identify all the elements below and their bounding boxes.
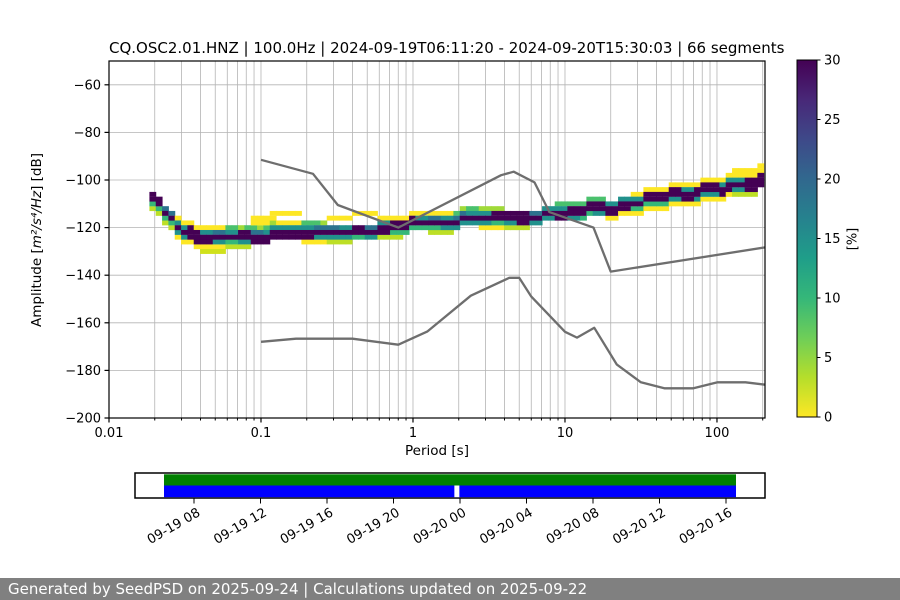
y-axis-label-prefix: Amplitude [ (29, 248, 45, 328)
timeline-tick-label: 09-19 16 (278, 505, 336, 547)
y-tick-label: −140 (65, 269, 101, 284)
x-tick-label: 1 (409, 426, 417, 441)
timeline-availability-bar (164, 485, 736, 498)
colorbar-tick-label: 30 (824, 54, 841, 69)
colorbar-label: [%] (845, 227, 861, 251)
colorbar-tick-label: 10 (824, 292, 841, 307)
ppsd-chart-canvas: 0.01 0.1 1 10 100−60−80−100−120−140−160−180−… (65, 54, 841, 548)
noise-model-lines (260, 158, 766, 390)
x-tick-label: 10 (557, 426, 574, 441)
y-tick-label: −200 (65, 412, 101, 427)
timeline-tick-label: 09-20 04 (477, 505, 535, 547)
y-tick-label: −120 (65, 221, 101, 236)
y-tick-label: −180 (65, 364, 101, 379)
timeline-tick-label: 09-19 20 (344, 505, 402, 547)
timeline-tick-label: 09-20 08 (544, 505, 602, 547)
footer-bar: Generated by SeedPSD on 2025-09-24 | Cal… (0, 578, 900, 600)
axis-ticks (104, 84, 764, 423)
x-tick-label: 100 (705, 426, 730, 441)
nlnm-line (260, 276, 766, 390)
x-tick-label: 0.1 (251, 426, 272, 441)
footer-text: Generated by SeedPSD on 2025-09-24 | Cal… (8, 580, 588, 598)
timeline: 09-19 08 09-19 12 09-19 16 09-19 20 09-20 00… (134, 472, 766, 548)
y-tick-label: −80 (74, 126, 101, 141)
plot-title: CQ.OSC2.01.HNZ | 100.0Hz | 2024-09-19T06… (109, 39, 785, 57)
axes-frame (108, 60, 766, 419)
colorbar-tick-label: 15 (824, 232, 841, 247)
colorbar-tick-label: 5 (824, 351, 832, 366)
timeline-coverage-bar (164, 474, 736, 486)
y-tick-label: −100 (65, 174, 101, 189)
x-tick-label: 0.01 (95, 426, 124, 441)
nhnm-line (260, 158, 766, 273)
colorbar-ticks: 0 5 10 15 20 25 30 (817, 54, 841, 426)
timeline-gap (454, 485, 460, 498)
colorbar-tick-label: 0 (824, 411, 832, 426)
y-axis-label: Amplitude [m²/s⁴/Hz] [dB] (29, 153, 45, 327)
timeline-tick-label: 09-20 16 (677, 505, 735, 547)
colorbar-tick-label: 20 (824, 173, 841, 188)
timeline-tick-label: 09-20 12 (610, 505, 668, 547)
colorbar-tick-label: 25 (824, 113, 841, 128)
timeline-tick-label: 09-19 12 (211, 505, 269, 547)
timeline-tick-label: 09-19 08 (145, 505, 203, 547)
timeline-tick-label: 09-20 00 (411, 505, 469, 547)
axis-tick-labels: 0.01 0.1 1 10 100 −60 −80 −100 −120 −140 −160 −180 −… (65, 78, 729, 441)
y-tick-label: −160 (65, 316, 101, 331)
y-axis-label-units: m²/s⁴/Hz (29, 190, 45, 249)
x-axis-label: Period [s] (405, 443, 469, 459)
y-tick-label: −60 (74, 78, 101, 93)
y-axis-label-suffix: ] [dB] (29, 152, 45, 191)
colorbar (796, 59, 818, 418)
psd-histogram (149, 163, 765, 254)
